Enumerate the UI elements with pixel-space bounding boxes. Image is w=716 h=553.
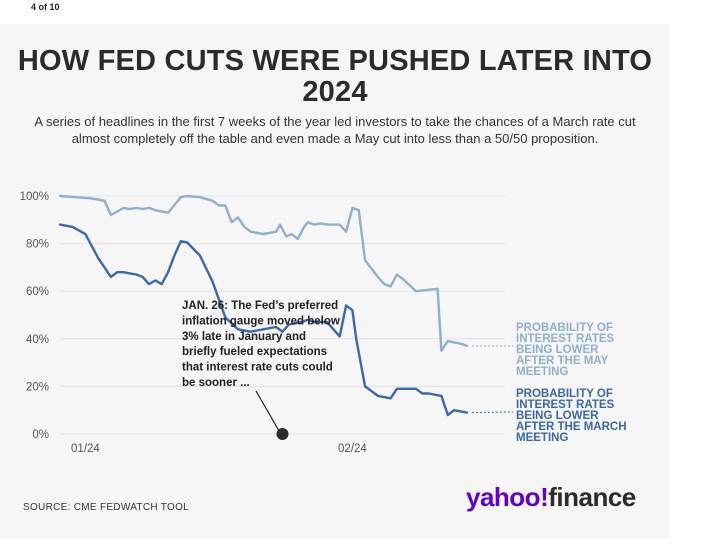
annotation-text-line: 3% late in January and: [182, 331, 306, 343]
series-labels: PROBABILITY OF INTEREST RATES BEING LOWER A…: [471, 322, 627, 444]
series-label-line: INTEREST RATES: [516, 333, 615, 345]
x-tick-label: 02/24: [338, 443, 367, 455]
series-label-line: MEETING: [516, 432, 568, 444]
y-tick-label: 60%: [26, 286, 49, 298]
series-label-line: AFTER THE MARCH: [516, 421, 627, 433]
series-label-line: INTEREST RATES: [516, 399, 615, 411]
chart-title: HOW FED CUTS WERE PUSHED LATER INTO 2024: [17, 45, 653, 108]
series-label-line: MEETING: [516, 366, 568, 378]
annotation: JAN. 26: The Fed’s preferred inflation ga…: [182, 300, 340, 440]
y-tick-label: 80%: [26, 239, 49, 251]
series-label: PROBABILITY OF INTEREST RATES BEING LOWER A…: [516, 322, 615, 378]
x-axis-ticks: 01/24 02/24: [71, 443, 367, 455]
gridlines: [60, 195, 505, 435]
chart-subtitle: A series of headlines in the first 7 wee…: [34, 114, 636, 146]
slide-counter: 4 of 10: [31, 2, 60, 12]
logo-product: finance: [548, 482, 636, 512]
series-label-line: PROBABILITY OF: [516, 388, 613, 400]
y-tick-label: 0%: [32, 429, 49, 441]
right-margin: [670, 0, 716, 553]
series-label-line: BEING LOWER: [516, 410, 599, 422]
yahoo-finance-logo: yahoo!finance: [466, 482, 636, 513]
source-note: SOURCE: CME FEDWATCH TOOL: [23, 502, 190, 513]
y-axis-ticks: 0% 20% 40% 60% 80% 100%: [20, 191, 49, 441]
chart-card: [0, 24, 670, 538]
logo-brand: yahoo!: [466, 482, 549, 512]
series-line: [58, 223, 469, 417]
y-tick-label: 40%: [26, 334, 49, 346]
annotation-marker: [276, 428, 289, 440]
y-tick-label: 20%: [26, 381, 49, 393]
y-tick-label: 100%: [20, 191, 49, 203]
annotation-text-line: inflation gauge moved below: [182, 315, 340, 327]
annotation-text-line: JAN. 26: The Fed’s preferred: [182, 300, 338, 312]
series-label-line: BEING LOWER: [516, 344, 599, 356]
series-line: [58, 194, 469, 352]
series-label-line: AFTER THE MAY: [516, 355, 609, 367]
top-bar: 4 of 10: [0, 0, 716, 24]
annotation-text-line: be sooner ...: [182, 377, 250, 389]
annotation-text-line: that interest rate cuts could: [182, 362, 333, 374]
series-label: PROBABILITY OF INTEREST RATES BEING LOWER A…: [516, 388, 627, 444]
series-group: [58, 194, 469, 417]
series-label-line: PROBABILITY OF: [516, 322, 613, 334]
annotation-text-line: briefly fueled expectations: [182, 346, 327, 358]
bottom-margin: [0, 538, 670, 553]
legend-leader-line: [471, 411, 514, 414]
x-tick-label: 01/24: [71, 443, 100, 455]
annotation-leader-line: [255, 390, 280, 431]
annotation-text: JAN. 26: The Fed’s preferred inflation ga…: [182, 300, 340, 389]
